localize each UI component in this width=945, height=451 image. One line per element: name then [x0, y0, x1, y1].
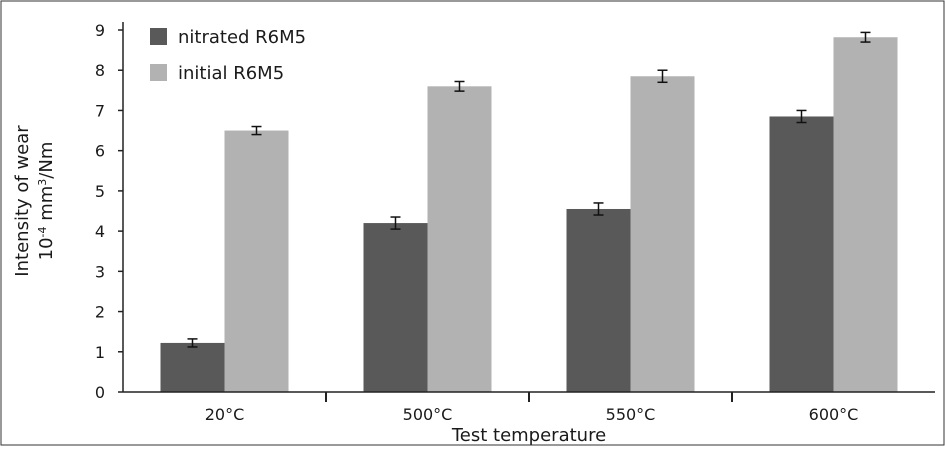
y-axis-title-exponent-2: 3 — [36, 179, 49, 186]
y-tick-label: 9 — [95, 21, 105, 40]
bar-initial-1 — [427, 86, 492, 393]
legend-swatch-0 — [150, 28, 167, 45]
y-axis-title-unit-end: /Nm — [36, 142, 57, 179]
x-axis-title: Test temperature — [451, 425, 606, 446]
legend: nitrated R6M5 initial R6M5 — [150, 27, 306, 84]
x-tick-label: 600°C — [809, 405, 859, 424]
bar-initial-2 — [630, 76, 695, 392]
bar-nitrated-3 — [769, 116, 834, 392]
y-axis-title-exponent-1: -4 — [36, 226, 49, 237]
bar-nitrated-0 — [160, 342, 225, 392]
y-tick-label: 4 — [95, 222, 105, 241]
bar-initial-0 — [224, 130, 289, 393]
y-tick-label: 8 — [95, 61, 105, 80]
legend-swatch-1 — [150, 64, 167, 81]
x-tick-label: 20°C — [205, 405, 245, 424]
x-tick-label: 550°C — [606, 405, 656, 424]
bar-nitrated-2 — [566, 208, 631, 392]
bars-layer — [160, 31, 898, 393]
y-tick-label: 0 — [95, 383, 105, 402]
y-tick-label: 3 — [95, 262, 105, 281]
y-tick-label: 2 — [95, 303, 105, 322]
axes-layer: 20°C 500°C 550°C 600°C 0 1 2 3 4 5 6 7 8 9 — [95, 21, 935, 424]
y-tick-label: 7 — [95, 101, 105, 120]
legend-label-1: initial R6M5 — [178, 63, 284, 84]
y-axis-title-base: 10 — [36, 237, 57, 260]
x-tick-label: 500°C — [403, 405, 453, 424]
y-axis-title-unit: mm — [36, 186, 57, 227]
y-axis-title-line1: Intensity of wear — [12, 125, 33, 277]
bar-initial-3 — [833, 37, 898, 393]
bar-nitrated-1 — [363, 223, 428, 392]
y-tick-label: 5 — [95, 182, 105, 201]
y-tick-label: 1 — [95, 343, 105, 362]
y-axis-title-line2: 10-4 mm3/Nm — [36, 142, 58, 261]
y-tick-label: 6 — [95, 142, 105, 161]
legend-label-0: nitrated R6M5 — [178, 27, 306, 48]
